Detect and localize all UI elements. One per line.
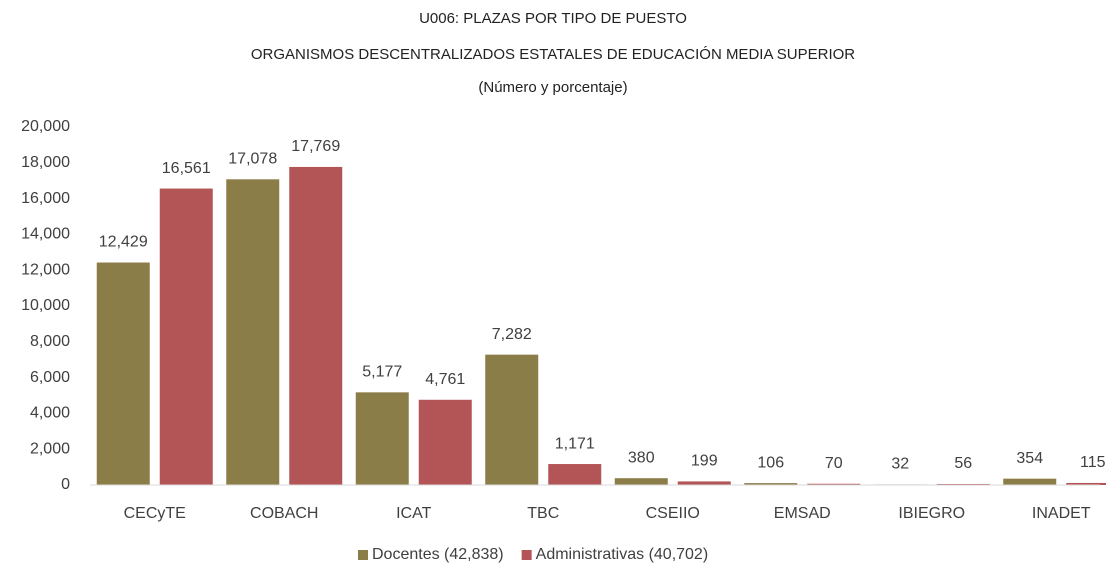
- y-tick-label: 8,000: [30, 333, 70, 350]
- data-label: 17,769: [291, 138, 340, 155]
- bar: [677, 481, 731, 485]
- bar: [1066, 482, 1106, 485]
- data-label: 7,282: [492, 326, 532, 343]
- x-tick-label: EMSAD: [774, 505, 831, 522]
- bar: [226, 179, 280, 485]
- data-label: 17,078: [228, 151, 277, 168]
- legend-swatch: [358, 550, 368, 560]
- y-tick-label: 14,000: [21, 226, 70, 243]
- bar: [355, 392, 409, 485]
- bar: [744, 483, 798, 485]
- data-label: 70: [825, 455, 843, 472]
- data-label: 12,429: [99, 234, 148, 251]
- x-tick-label: CECyTE: [124, 505, 186, 522]
- x-tick-label: COBACH: [250, 505, 318, 522]
- chart-title: U006: PLAZAS POR TIPO DE PUESTO: [419, 10, 687, 27]
- y-tick-label: 16,000: [21, 190, 70, 207]
- data-label: 5,177: [362, 364, 402, 381]
- y-tick-label: 20,000: [21, 118, 70, 135]
- data-label: 115: [1080, 454, 1106, 471]
- data-label: 199: [691, 453, 718, 470]
- y-tick-label: 6,000: [30, 369, 70, 386]
- legend-label: Administrativas (40,702): [536, 546, 709, 563]
- y-tick-label: 4,000: [30, 405, 70, 422]
- data-label: 354: [1016, 450, 1043, 467]
- chart-subtitle: ORGANISMOS DESCENTRALIZADOS ESTATALES DE…: [251, 46, 855, 63]
- data-label: 16,561: [162, 160, 211, 177]
- y-tick-label: 18,000: [21, 154, 70, 171]
- bar: [289, 166, 343, 485]
- bar: [159, 188, 213, 485]
- bar: [548, 464, 602, 485]
- chart-note: (Número y porcentaje): [478, 79, 627, 96]
- bar: [807, 483, 861, 485]
- bar: [936, 483, 990, 485]
- x-tick-label: TBC: [527, 505, 559, 522]
- legend-label: Docentes (42,838): [372, 546, 504, 563]
- bar: [96, 262, 150, 485]
- data-label: 4,761: [425, 371, 465, 388]
- data-label: 56: [954, 455, 972, 472]
- bar: [1003, 478, 1057, 485]
- x-tick-label: IBIEGRO: [898, 505, 965, 522]
- bar: [614, 478, 668, 485]
- bar: [418, 399, 472, 485]
- data-label: 106: [757, 454, 784, 471]
- data-label: 32: [891, 456, 909, 473]
- legend-swatch: [521, 550, 532, 560]
- y-tick-label: 10,000: [21, 297, 70, 314]
- data-label: 1,171: [555, 435, 595, 452]
- x-tick-label: ICAT: [396, 505, 431, 522]
- data-label: 380: [628, 449, 655, 466]
- bar: [485, 354, 539, 485]
- x-tick-label: CSEIIO: [646, 505, 700, 522]
- y-tick-label: 12,000: [21, 261, 70, 278]
- x-tick-label: INADET: [1032, 505, 1091, 522]
- y-tick-label: 2,000: [30, 440, 70, 457]
- y-tick-label: 0: [61, 476, 70, 493]
